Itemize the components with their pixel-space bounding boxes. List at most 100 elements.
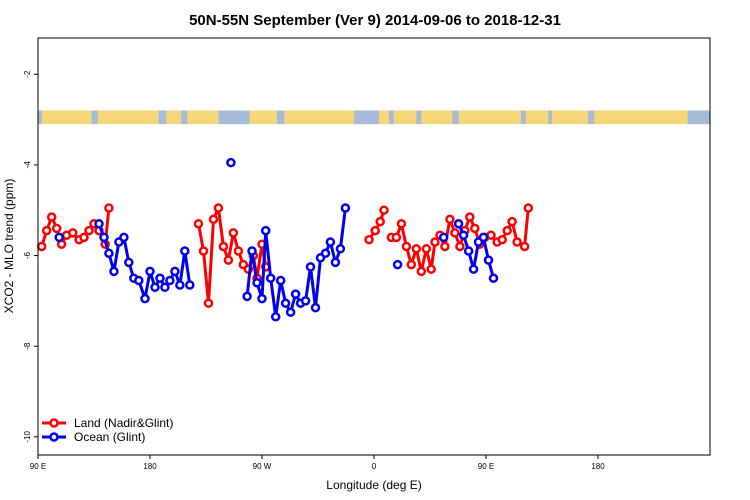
series-ocean	[54, 157, 499, 322]
data-point	[330, 257, 341, 268]
ocean-strip-segment	[158, 110, 167, 125]
data-point	[223, 255, 234, 265]
data-point	[208, 214, 219, 225]
data-point	[450, 228, 460, 238]
data-point	[470, 223, 480, 234]
series-line	[367, 209, 386, 241]
y-tick-label: -2	[23, 70, 32, 78]
data-point	[335, 244, 346, 254]
data-point	[458, 230, 469, 240]
data-point	[391, 232, 402, 243]
data-point	[325, 237, 336, 247]
data-point	[502, 225, 512, 236]
data-point	[170, 266, 180, 277]
data-point	[488, 273, 499, 283]
data-point	[430, 237, 440, 247]
ocean-strip-segment	[38, 110, 42, 125]
data-point	[507, 216, 517, 227]
legend-marker	[49, 432, 59, 442]
data-point	[411, 244, 422, 254]
data-point	[438, 232, 449, 243]
data-point	[228, 228, 239, 238]
x-tick-label: 90 E	[30, 462, 46, 471]
data-point	[242, 291, 252, 302]
ocean-strip-segment	[276, 110, 285, 125]
data-point	[165, 275, 175, 286]
data-point	[468, 264, 479, 274]
x-tick-label: 180	[143, 462, 157, 471]
data-series	[36, 157, 534, 322]
data-point	[455, 241, 465, 252]
data-point	[41, 225, 52, 236]
data-point	[257, 293, 267, 304]
data-point	[379, 205, 389, 215]
data-point	[523, 203, 534, 213]
data-point	[140, 293, 150, 304]
data-point	[486, 230, 496, 240]
ocean-strip-segment	[388, 110, 394, 125]
data-point	[119, 232, 129, 243]
data-point	[416, 266, 427, 277]
data-point	[46, 212, 57, 222]
data-point	[280, 298, 291, 308]
data-point	[305, 262, 316, 272]
y-tick-label: -4	[23, 161, 32, 169]
data-point	[79, 232, 89, 243]
data-point	[310, 302, 321, 313]
land-ocean-strip	[38, 110, 710, 125]
data-point	[270, 312, 281, 322]
y-tick-label: -6	[23, 251, 32, 259]
data-point	[134, 275, 144, 286]
data-point	[175, 280, 185, 290]
ocean-strip-segment	[416, 110, 422, 125]
ocean-strip-segment	[354, 110, 379, 125]
chart-title: 50N-55N September (Ver 9) 2014-09-06 to …	[189, 12, 561, 29]
data-point	[124, 257, 134, 268]
data-point	[109, 266, 119, 277]
data-point	[275, 275, 286, 286]
data-point	[519, 241, 530, 252]
data-point	[247, 246, 257, 256]
data-point	[198, 246, 209, 256]
data-point	[51, 223, 62, 234]
data-point	[375, 216, 385, 227]
ocean-strip-segment	[91, 110, 98, 125]
x-tick-label: 180	[591, 462, 605, 471]
data-point	[285, 307, 296, 317]
data-point	[265, 273, 276, 283]
data-point	[364, 234, 374, 245]
data-point	[145, 266, 155, 277]
data-point	[213, 203, 224, 213]
y-tick-label: -8	[23, 342, 32, 350]
data-point	[36, 241, 47, 252]
data-point	[155, 273, 165, 283]
x-tick-label: 90 W	[253, 462, 272, 471]
data-point	[483, 255, 494, 265]
data-point	[340, 203, 351, 213]
ocean-strip-segment	[218, 110, 250, 125]
data-point	[160, 282, 170, 293]
data-point	[453, 219, 464, 229]
axes: 90 E 180 90 W 0 90 E 180 -2 -4 -6 -8 -10	[23, 70, 605, 471]
x-tick-label: 0	[372, 462, 377, 471]
ocean-strip-segment	[687, 110, 710, 125]
data-point	[104, 248, 114, 259]
data-point	[320, 248, 331, 259]
data-point	[94, 219, 104, 229]
legend-label: Ocean (Glint)	[74, 430, 145, 444]
data-point	[99, 232, 109, 243]
data-point	[84, 225, 94, 236]
y-axis-label: XCO2 - MLO trend (ppm)	[2, 179, 16, 314]
data-point	[465, 212, 475, 222]
ocean-strip-segment	[181, 110, 188, 125]
data-point	[180, 246, 190, 256]
data-point	[290, 289, 301, 299]
legend-label: Land (Nadir&Glint)	[74, 416, 173, 430]
data-point	[233, 246, 244, 256]
legend: Land (Nadir&Glint)Ocean (Glint)	[42, 416, 173, 444]
data-point	[463, 246, 474, 256]
y-tick-label: -10	[23, 431, 32, 443]
legend-marker	[49, 418, 59, 428]
ocean-strip-segment	[452, 110, 459, 125]
